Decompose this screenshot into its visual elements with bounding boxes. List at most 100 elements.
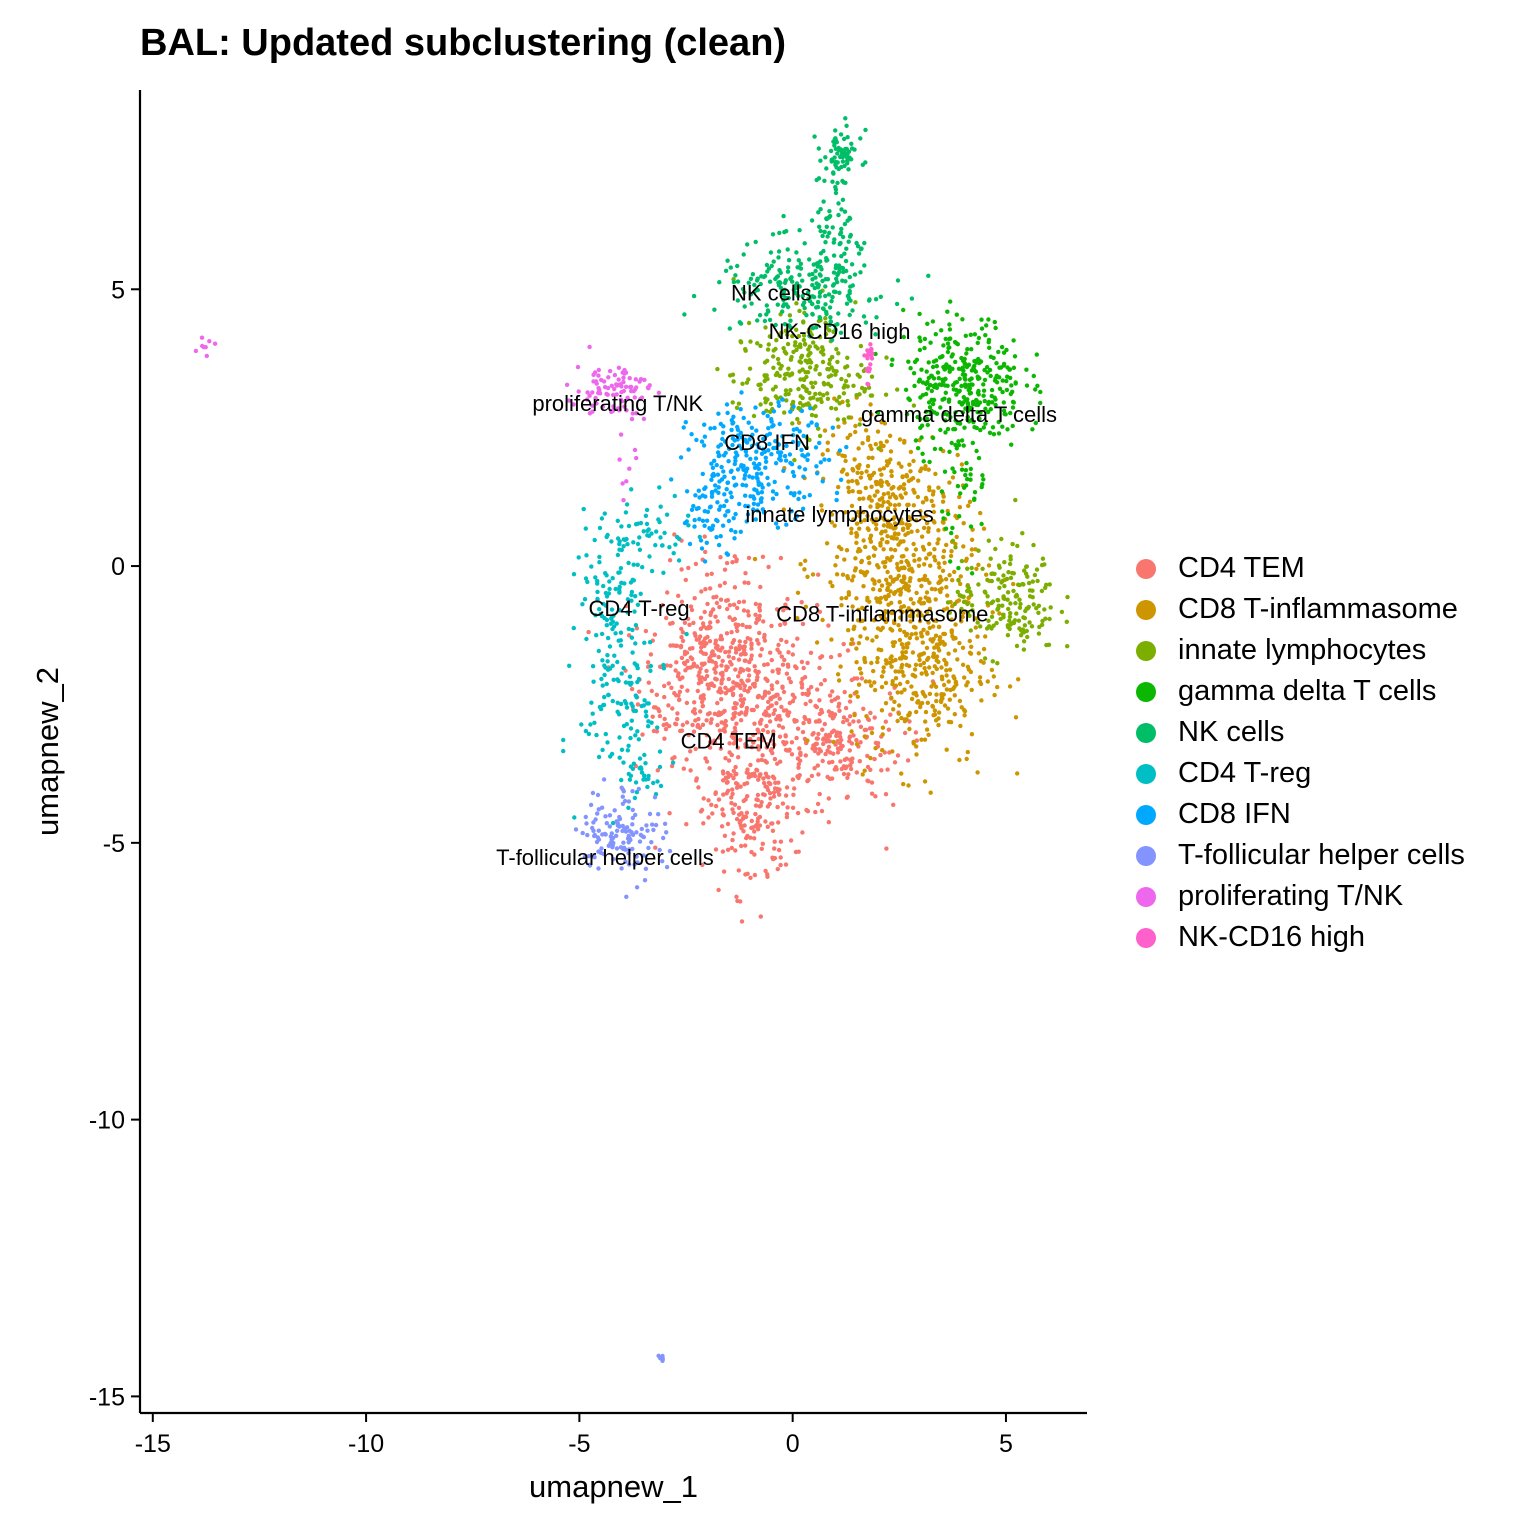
data-point bbox=[772, 846, 777, 851]
data-point bbox=[989, 387, 995, 393]
data-point bbox=[959, 619, 964, 624]
data-point bbox=[591, 679, 596, 684]
data-point bbox=[953, 513, 958, 519]
data-point bbox=[879, 529, 885, 534]
data-point bbox=[736, 868, 741, 873]
data-point bbox=[764, 373, 769, 378]
data-point bbox=[824, 224, 829, 229]
data-point bbox=[732, 483, 737, 488]
data-point bbox=[805, 574, 810, 579]
data-point bbox=[967, 499, 973, 504]
data-point bbox=[755, 827, 761, 832]
data-point bbox=[859, 470, 864, 476]
data-point bbox=[786, 391, 791, 397]
data-point bbox=[856, 641, 862, 646]
data-point bbox=[654, 692, 659, 697]
data-point bbox=[831, 728, 836, 733]
data-point bbox=[968, 332, 973, 337]
data-point bbox=[620, 801, 626, 806]
data-point bbox=[957, 400, 962, 405]
data-point bbox=[782, 620, 787, 625]
data-point bbox=[847, 722, 852, 727]
data-point bbox=[638, 520, 644, 526]
data-point bbox=[1016, 677, 1021, 682]
data-point bbox=[782, 657, 787, 663]
data-point bbox=[892, 577, 897, 582]
data-point bbox=[794, 735, 799, 741]
data-point bbox=[779, 704, 784, 710]
data-point bbox=[878, 440, 883, 445]
data-point bbox=[866, 455, 871, 460]
data-point bbox=[703, 636, 708, 641]
data-point bbox=[618, 566, 624, 571]
data-point bbox=[786, 676, 792, 681]
data-point bbox=[956, 439, 961, 444]
data-point bbox=[829, 698, 834, 704]
data-point bbox=[936, 376, 941, 381]
data-point bbox=[797, 228, 802, 233]
data-point bbox=[872, 756, 877, 762]
data-point bbox=[1040, 618, 1045, 624]
data-point bbox=[730, 640, 735, 645]
data-point bbox=[759, 757, 764, 763]
data-point bbox=[879, 483, 884, 488]
data-point bbox=[834, 347, 839, 352]
data-point bbox=[630, 650, 635, 655]
data-point bbox=[607, 579, 612, 584]
data-point bbox=[844, 246, 849, 251]
data-point bbox=[818, 228, 823, 234]
data-point bbox=[976, 335, 982, 341]
data-point bbox=[964, 683, 969, 688]
data-point bbox=[865, 753, 870, 759]
data-point bbox=[761, 274, 767, 280]
data-point bbox=[860, 162, 865, 167]
data-point bbox=[787, 313, 793, 318]
data-point bbox=[952, 648, 958, 653]
data-point bbox=[806, 687, 811, 693]
data-point bbox=[756, 736, 761, 742]
data-point bbox=[734, 405, 740, 410]
data-point bbox=[772, 479, 777, 485]
data-point bbox=[893, 657, 898, 663]
data-point bbox=[698, 640, 703, 646]
data-point bbox=[1030, 427, 1035, 432]
data-point bbox=[653, 822, 659, 828]
data-point bbox=[760, 554, 766, 559]
data-point bbox=[827, 322, 832, 328]
data-point bbox=[644, 713, 649, 719]
data-point bbox=[756, 758, 761, 763]
data-point bbox=[727, 615, 732, 620]
data-point bbox=[840, 234, 846, 240]
data-point bbox=[877, 579, 882, 584]
data-point bbox=[839, 766, 844, 772]
data-point bbox=[770, 424, 775, 429]
data-point bbox=[1008, 601, 1013, 606]
data-point bbox=[938, 446, 943, 452]
data-point bbox=[615, 518, 620, 523]
data-point bbox=[942, 367, 947, 372]
data-point bbox=[730, 400, 735, 405]
data-point bbox=[908, 619, 913, 624]
data-point bbox=[824, 541, 830, 546]
data-point bbox=[790, 652, 795, 657]
data-point bbox=[777, 268, 782, 273]
data-point bbox=[854, 742, 860, 747]
data-point bbox=[948, 415, 953, 420]
data-point bbox=[874, 522, 879, 527]
data-point bbox=[715, 518, 720, 524]
data-point bbox=[586, 629, 591, 635]
data-point bbox=[1030, 595, 1035, 600]
data-point bbox=[904, 412, 910, 417]
data-point bbox=[775, 761, 780, 766]
data-point bbox=[791, 404, 796, 409]
data-point bbox=[755, 287, 760, 293]
data-point bbox=[945, 426, 951, 432]
data-point bbox=[735, 467, 741, 472]
data-point bbox=[815, 471, 820, 476]
data-point bbox=[941, 548, 947, 554]
data-point bbox=[757, 630, 762, 636]
data-point bbox=[684, 631, 689, 637]
data-point bbox=[937, 587, 942, 593]
data-point bbox=[781, 468, 786, 473]
data-point bbox=[652, 795, 658, 800]
